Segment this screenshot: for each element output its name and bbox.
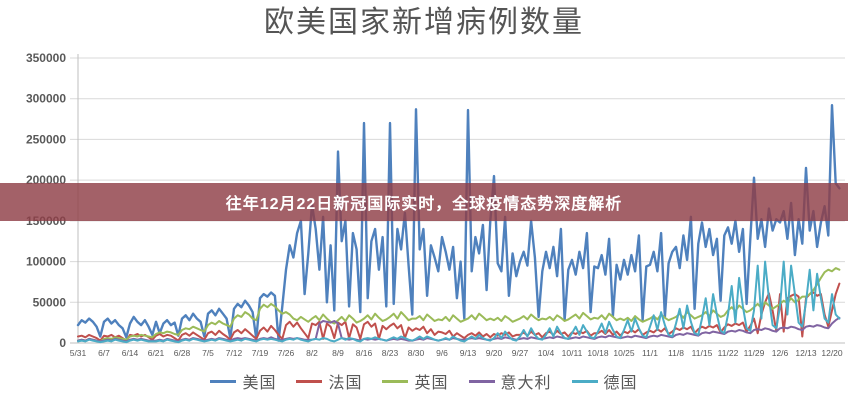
y-axis-label: 300000 <box>26 92 66 106</box>
x-axis-label: 10/18 <box>587 348 609 358</box>
y-axis-label: 50000 <box>33 295 67 309</box>
legend-item-italy: 意大利 <box>468 369 552 393</box>
x-axis-label: 12/6 <box>772 348 789 358</box>
x-axis-label: 11/15 <box>692 348 713 358</box>
series-line-uk <box>77 267 841 343</box>
x-axis-label: 8/30 <box>408 348 425 358</box>
x-axis-label: 10/25 <box>613 348 635 358</box>
legend-swatch-france <box>296 379 323 383</box>
x-axis-label: 11/8 <box>668 348 684 358</box>
legend-label-italy: 意大利 <box>500 375 552 392</box>
overlay-banner: 往年12月22日新冠国际实时，全球疫情态势深度解析 <box>0 183 848 221</box>
y-axis-label: 350000 <box>26 51 66 65</box>
x-axis-label: 9/27 <box>512 348 529 358</box>
y-axis-label: 250000 <box>26 132 66 146</box>
legend-swatch-italy <box>468 379 495 383</box>
x-axis-label: 8/23 <box>382 348 399 358</box>
legend-swatch-uk <box>382 379 409 383</box>
x-axis-label: 6/28 <box>174 348 191 358</box>
legend-swatch-germany <box>571 379 598 383</box>
y-axis-label: 0 <box>59 336 66 350</box>
x-axis-label: 5/31 <box>70 348 87 358</box>
x-axis-label: 11/1 <box>642 348 658 358</box>
x-axis-label: 10/4 <box>538 348 555 358</box>
y-axis-label: 100000 <box>26 255 66 269</box>
x-axis-label: 9/13 <box>460 348 477 358</box>
legend-label-usa: 美国 <box>242 375 277 392</box>
legend-item-uk: 英国 <box>382 369 448 393</box>
legend-label-uk: 英国 <box>414 375 449 392</box>
series-line-france <box>77 282 841 342</box>
x-axis-label: 8/9 <box>332 348 344 358</box>
x-axis-label: 9/6 <box>436 348 448 358</box>
legend-label-germany: 德国 <box>603 375 638 392</box>
x-axis-label: 7/19 <box>252 348 269 358</box>
legend-label-france: 法国 <box>328 375 363 392</box>
x-axis-label: 7/12 <box>226 348 243 358</box>
x-axis-label: 8/16 <box>356 348 373 358</box>
chart-title: 欧美国家新增病例数量 <box>264 6 584 39</box>
x-axis-label: 11/29 <box>744 348 765 358</box>
series-line-usa <box>76 103 841 342</box>
x-axis-label: 7/26 <box>278 348 295 358</box>
series-line-germany <box>77 260 841 344</box>
x-axis-label: 12/13 <box>795 348 817 358</box>
legend-swatch-usa <box>210 379 237 383</box>
x-axis-label: 6/21 <box>148 348 165 358</box>
x-axis-label: 6/7 <box>98 348 110 358</box>
overlay-banner-text: 往年12月22日新冠国际实时，全球疫情态势深度解析 <box>225 196 623 213</box>
legend-item-usa: 美国 <box>210 369 276 393</box>
x-axis-label: 7/5 <box>202 348 214 358</box>
x-axis-label: 11/22 <box>718 348 739 358</box>
legend-item-france: 法国 <box>296 369 362 393</box>
x-axis-label: 10/11 <box>562 348 583 358</box>
x-axis-label: 12/20 <box>821 348 843 358</box>
x-axis-label: 9/20 <box>486 348 503 358</box>
x-axis-label: 6/14 <box>122 348 139 358</box>
x-axis-label: 8/2 <box>306 348 318 358</box>
legend: 美国 法国 英国 意大利 德国 <box>0 366 848 396</box>
legend-item-germany: 德国 <box>571 369 638 393</box>
